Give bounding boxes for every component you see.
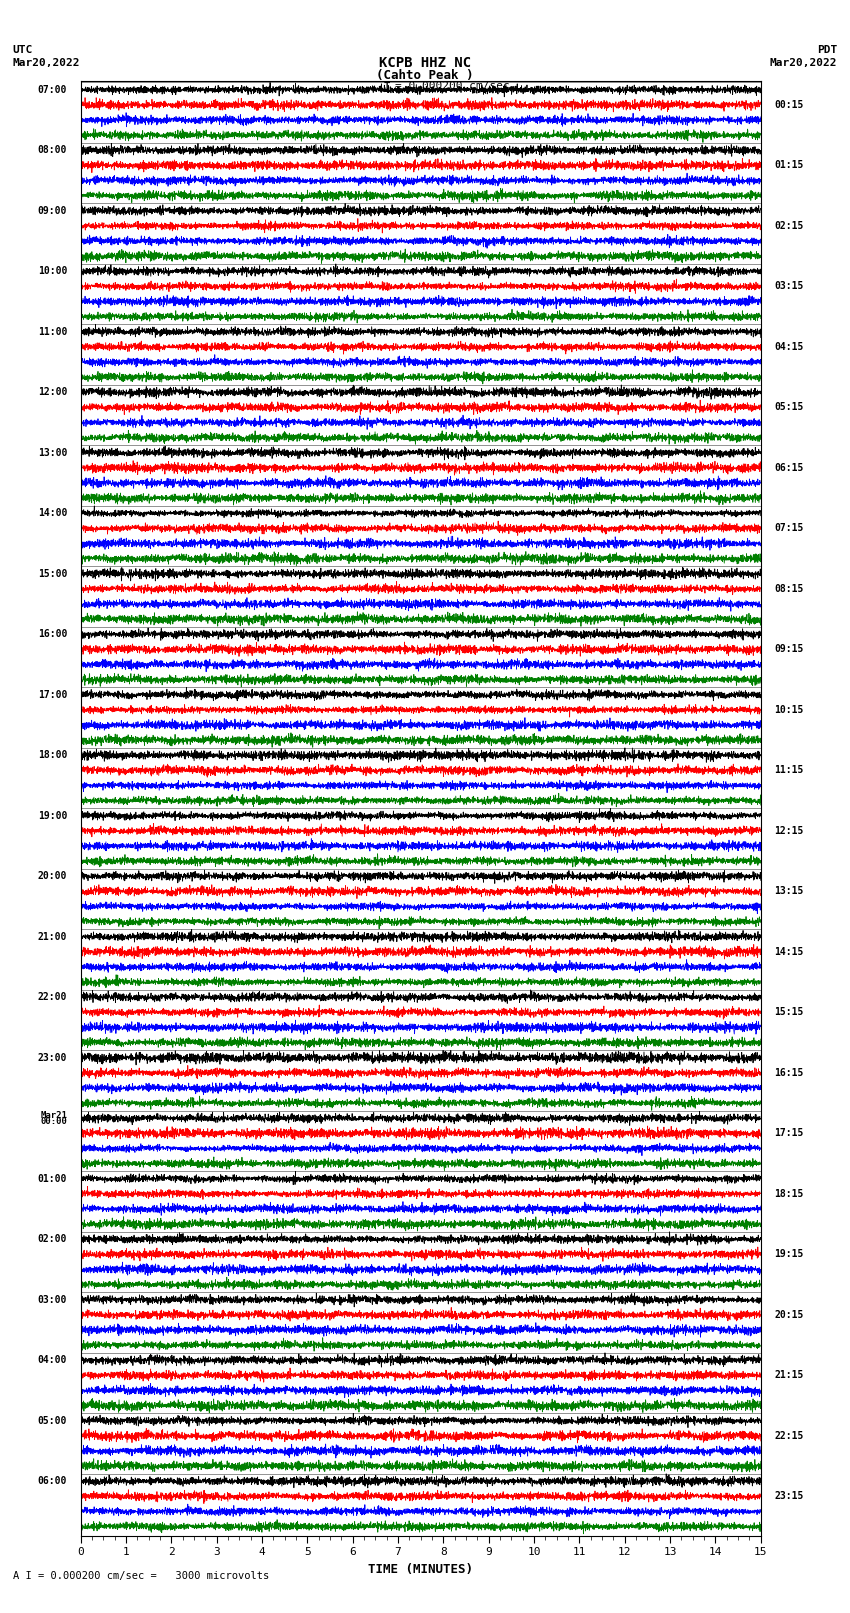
Text: 22:15: 22:15: [774, 1431, 804, 1440]
Text: 12:00: 12:00: [37, 387, 67, 397]
Text: 07:15: 07:15: [774, 523, 804, 534]
X-axis label: TIME (MINUTES): TIME (MINUTES): [368, 1563, 473, 1576]
Text: 18:00: 18:00: [37, 750, 67, 760]
Text: 21:15: 21:15: [774, 1371, 804, 1381]
Text: 13:00: 13:00: [37, 448, 67, 458]
Text: 09:00: 09:00: [37, 206, 67, 216]
Text: 01:00: 01:00: [37, 1174, 67, 1184]
Text: Mar20,2022: Mar20,2022: [770, 58, 837, 68]
Text: 10:00: 10:00: [37, 266, 67, 276]
Text: 00:15: 00:15: [774, 100, 804, 110]
Text: 12:15: 12:15: [774, 826, 804, 836]
Text: 20:00: 20:00: [37, 871, 67, 881]
Text: Mar21: Mar21: [40, 1111, 67, 1121]
Text: 06:15: 06:15: [774, 463, 804, 473]
Text: UTC: UTC: [13, 45, 33, 55]
Text: 23:15: 23:15: [774, 1492, 804, 1502]
Text: 02:00: 02:00: [37, 1234, 67, 1244]
Text: 11:15: 11:15: [774, 765, 804, 776]
Text: 04:00: 04:00: [37, 1355, 67, 1365]
Text: 19:15: 19:15: [774, 1250, 804, 1260]
Text: 22:00: 22:00: [37, 992, 67, 1002]
Text: 20:15: 20:15: [774, 1310, 804, 1319]
Text: 21:00: 21:00: [37, 932, 67, 942]
Text: Mar20,2022: Mar20,2022: [13, 58, 80, 68]
Text: 16:00: 16:00: [37, 629, 67, 639]
Text: 13:15: 13:15: [774, 886, 804, 897]
Text: 07:00: 07:00: [37, 85, 67, 95]
Text: I: I: [382, 81, 391, 95]
Text: 03:15: 03:15: [774, 281, 804, 292]
Text: 08:00: 08:00: [37, 145, 67, 155]
Text: 04:15: 04:15: [774, 342, 804, 352]
Text: 19:00: 19:00: [37, 811, 67, 821]
Text: 05:15: 05:15: [774, 402, 804, 413]
Text: = 0.000200 cm/sec: = 0.000200 cm/sec: [395, 81, 510, 90]
Text: 17:00: 17:00: [37, 690, 67, 700]
Text: (Cahto Peak ): (Cahto Peak ): [377, 69, 473, 82]
Text: 05:00: 05:00: [37, 1416, 67, 1426]
Text: 02:15: 02:15: [774, 221, 804, 231]
Text: A I = 0.000200 cm/sec =   3000 microvolts: A I = 0.000200 cm/sec = 3000 microvolts: [13, 1571, 269, 1581]
Text: 23:00: 23:00: [37, 1053, 67, 1063]
Text: 00:00: 00:00: [40, 1118, 67, 1126]
Text: 16:15: 16:15: [774, 1068, 804, 1077]
Text: 18:15: 18:15: [774, 1189, 804, 1198]
Text: 10:15: 10:15: [774, 705, 804, 715]
Text: KCPB HHZ NC: KCPB HHZ NC: [379, 56, 471, 71]
Text: 14:00: 14:00: [37, 508, 67, 518]
Text: 08:15: 08:15: [774, 584, 804, 594]
Text: 01:15: 01:15: [774, 160, 804, 171]
Text: 15:00: 15:00: [37, 569, 67, 579]
Text: 15:15: 15:15: [774, 1007, 804, 1018]
Text: 14:15: 14:15: [774, 947, 804, 957]
Text: 06:00: 06:00: [37, 1476, 67, 1486]
Text: 11:00: 11:00: [37, 327, 67, 337]
Text: 03:00: 03:00: [37, 1295, 67, 1305]
Text: 17:15: 17:15: [774, 1127, 804, 1139]
Text: 09:15: 09:15: [774, 644, 804, 655]
Text: PDT: PDT: [817, 45, 837, 55]
